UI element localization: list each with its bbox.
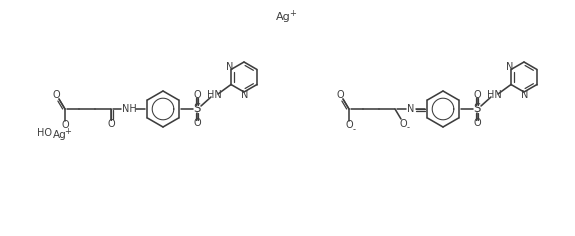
Text: S: S [473, 102, 481, 115]
Text: +: + [64, 126, 71, 135]
Text: O: O [193, 90, 201, 100]
Text: HN: HN [486, 90, 501, 100]
Text: Ag: Ag [275, 12, 290, 22]
Text: O: O [473, 90, 481, 100]
Text: O: O [61, 120, 69, 130]
Text: O: O [336, 90, 344, 100]
Text: O: O [399, 119, 407, 129]
Text: -: - [352, 126, 355, 135]
Text: N: N [407, 104, 415, 114]
Text: O: O [473, 118, 481, 128]
Text: N: N [522, 90, 528, 100]
Text: S: S [193, 102, 201, 115]
Text: N: N [242, 90, 248, 100]
Text: Ag: Ag [53, 130, 67, 140]
Text: O: O [193, 118, 201, 128]
Text: O: O [52, 90, 60, 100]
Text: N: N [507, 63, 513, 72]
Text: NH: NH [122, 104, 136, 114]
Text: O: O [345, 120, 353, 130]
Text: -: - [407, 123, 409, 132]
Text: HN: HN [206, 90, 221, 100]
Text: +: + [290, 8, 297, 17]
Text: HO: HO [37, 128, 52, 138]
Text: N: N [227, 63, 233, 72]
Text: O: O [107, 119, 115, 129]
